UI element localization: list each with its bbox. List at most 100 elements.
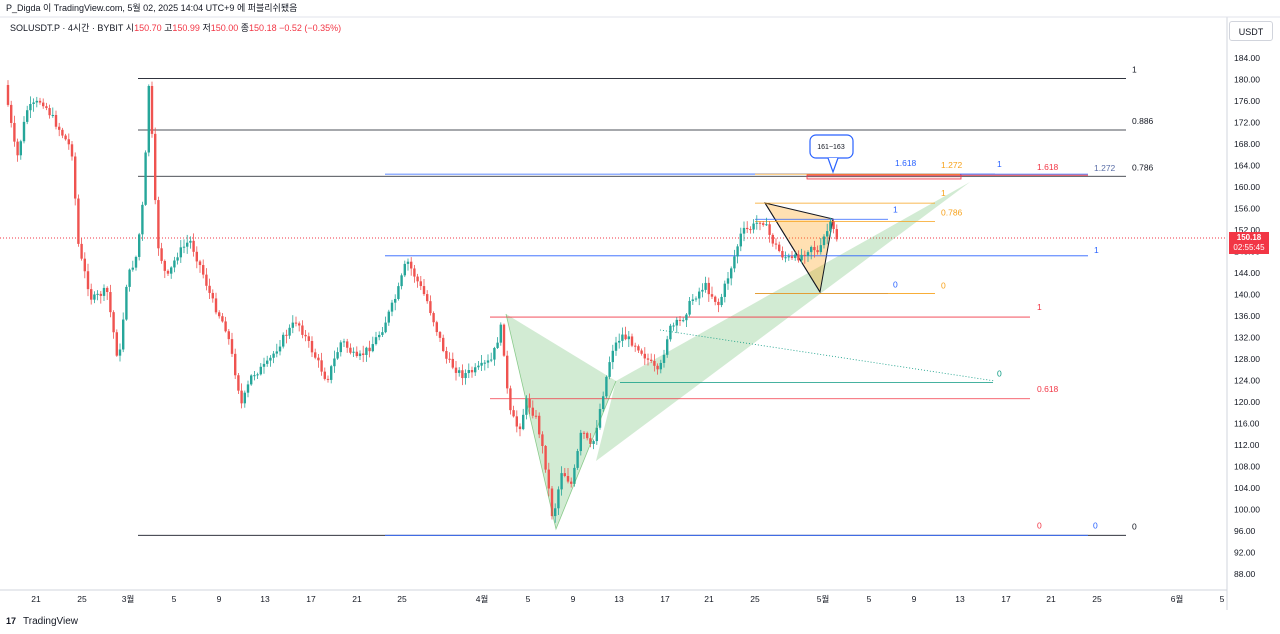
price-tick-label: 128.00 <box>1234 354 1260 364</box>
candle-body <box>589 438 592 444</box>
candle-body <box>346 341 349 348</box>
candle-body <box>566 475 570 482</box>
candle-body <box>266 360 269 364</box>
candle-body <box>80 243 83 259</box>
tradingview-logo-icon: 17 <box>6 616 17 626</box>
candle-body <box>90 289 93 300</box>
candle-body <box>784 257 787 259</box>
candle-body <box>781 251 784 258</box>
candle-body <box>650 359 653 361</box>
candle-body <box>170 267 173 274</box>
candle-body <box>717 301 720 306</box>
candle-body <box>118 349 122 356</box>
candle-body <box>829 221 832 232</box>
candle-body <box>813 246 816 251</box>
candle-body <box>269 357 272 361</box>
candle-body <box>570 481 573 484</box>
candle-body <box>192 240 195 252</box>
candle-body <box>54 114 58 127</box>
candle-body <box>413 268 416 277</box>
candle-body <box>275 351 278 354</box>
candle-body <box>499 324 502 343</box>
candle-body <box>698 291 701 299</box>
candle-body <box>307 336 310 341</box>
candle-body <box>13 122 16 142</box>
time-tick-label: 9 <box>571 594 576 604</box>
candle-body <box>294 322 298 324</box>
open-value: 150.70 <box>134 23 162 33</box>
time-tick-label: 13 <box>614 594 624 604</box>
change-value: −0.52 (−0.35%) <box>279 23 342 33</box>
price-tick-label: 100.00 <box>1234 505 1260 515</box>
time-tick-label: 5 <box>526 594 531 604</box>
candle-body <box>432 313 435 323</box>
candle-body <box>531 407 534 416</box>
candle-body <box>182 246 186 248</box>
candle-body <box>704 282 707 290</box>
candle-body <box>579 432 582 452</box>
candle-body <box>173 260 176 268</box>
candle-body <box>387 311 390 323</box>
candle-body <box>64 135 67 140</box>
candle-body <box>77 198 80 244</box>
fib-label-black: 0.786 <box>1132 162 1154 172</box>
candle-body <box>653 360 656 366</box>
time-tick-label: 5월 <box>817 594 830 604</box>
price-tick-label: 156.00 <box>1234 204 1260 214</box>
time-tick-label: 6월 <box>1171 594 1184 604</box>
candle-body <box>358 353 362 357</box>
candle-body <box>442 337 445 351</box>
candle-body <box>714 296 717 302</box>
fib-label-blue: 0 <box>1093 520 1098 530</box>
candle-body <box>390 302 394 312</box>
candle-body <box>506 355 509 389</box>
candle-body <box>794 254 797 258</box>
symbol-title[interactable]: SOLUSDT.P · 4시간 · BYBIT <box>10 23 124 33</box>
candle-body <box>29 104 32 111</box>
candle-body <box>336 352 339 359</box>
candle-body <box>646 358 650 360</box>
candle-body <box>48 108 51 116</box>
time-tick-label: 5 <box>1220 594 1225 604</box>
candle-body <box>605 376 608 397</box>
candle-body <box>166 270 170 274</box>
candle-body <box>141 204 144 235</box>
candle-body <box>726 278 730 284</box>
candle-body <box>694 298 698 300</box>
candle-body <box>45 106 48 109</box>
candle-body <box>234 353 237 376</box>
fib-label-blue: 1 <box>1094 245 1099 255</box>
candle-body <box>186 242 189 247</box>
candle-body <box>509 388 512 411</box>
candle-body <box>86 271 90 290</box>
harmonic-xab-triangle <box>506 314 616 529</box>
candle-body <box>362 353 365 355</box>
candle-body <box>790 256 794 258</box>
candle-body <box>518 426 522 430</box>
candle-body <box>374 337 378 345</box>
candle-body <box>630 336 634 346</box>
candle-body <box>384 322 387 333</box>
candle-body <box>237 375 240 391</box>
candle-body <box>816 250 819 253</box>
candle-body <box>582 432 586 434</box>
high-label: 고 <box>164 23 173 33</box>
candle-body <box>445 350 448 359</box>
price-tick-label: 140.00 <box>1234 290 1260 300</box>
price-tick-label: 144.00 <box>1234 268 1260 278</box>
price-tick-label: 180.00 <box>1234 75 1260 85</box>
candle-body <box>253 375 256 377</box>
candle-body <box>195 251 198 262</box>
fib-label-black: 0.886 <box>1132 116 1154 126</box>
price-tick-label: 172.00 <box>1234 118 1260 128</box>
candle-body <box>202 265 205 275</box>
currency-unit-button[interactable]: USDT <box>1229 21 1273 41</box>
candle-body <box>429 301 432 314</box>
candle-body <box>470 370 474 373</box>
candle-body <box>26 110 29 122</box>
candle-body <box>502 324 506 356</box>
candle-body <box>291 322 294 328</box>
candle-body <box>122 319 125 350</box>
candle-body <box>669 325 672 340</box>
